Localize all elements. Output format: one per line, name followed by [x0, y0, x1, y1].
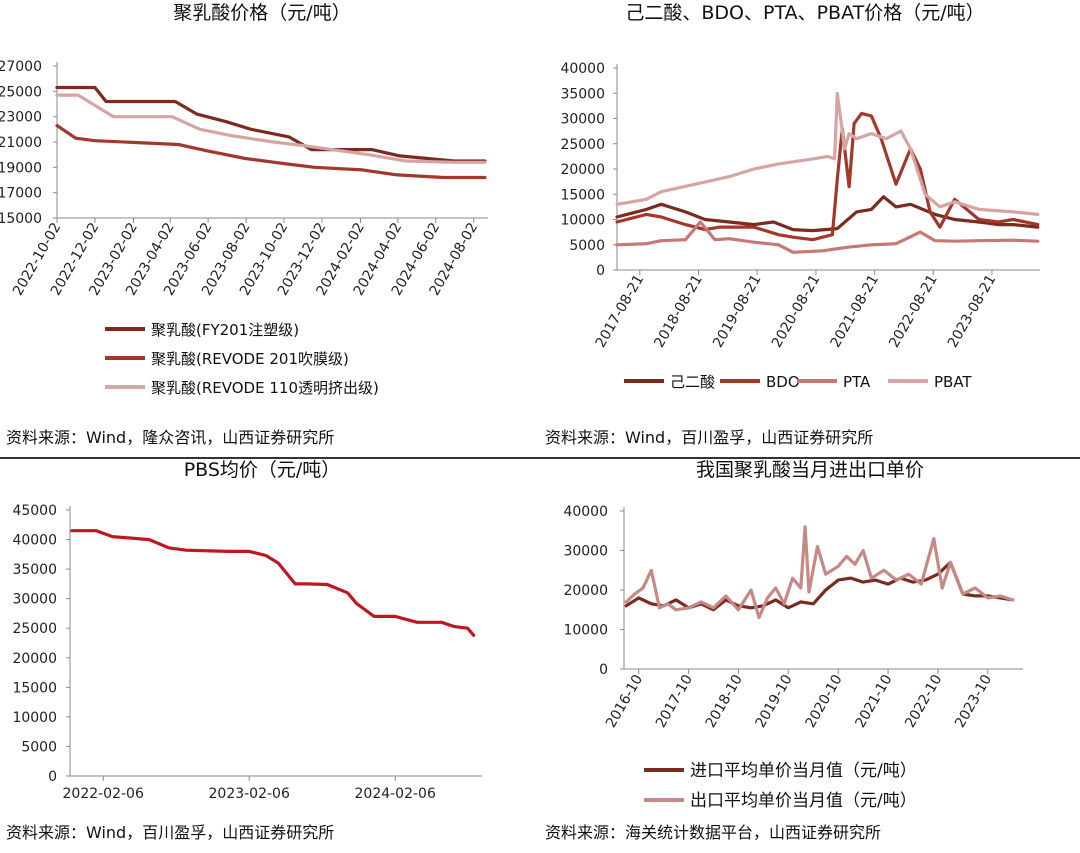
y-tick-label: 30000: [563, 544, 608, 560]
source-note: 资料来源：海关统计数据平台，山西证券研究所: [545, 823, 881, 842]
x-tick-label: 2022-08-21: [886, 272, 941, 350]
legend-label: 聚乳酸(REVODE 201吹膜级): [151, 350, 349, 368]
x-tick-label: 2024-02-06: [355, 786, 436, 802]
y-tick-label: 25000: [12, 621, 57, 637]
chart-legend: 进口平均单价当月值（元/吨） 出口平均单价当月值（元/吨）: [644, 761, 917, 811]
x-tick-label: 2021-08-21: [828, 272, 883, 350]
series-line-3: [615, 220, 1040, 254]
legend-label: 聚乳酸(REVODE 110透明挤出级): [151, 379, 379, 397]
y-tick-label: 0: [596, 263, 605, 279]
series-line-1: [70, 529, 476, 637]
chart-panel-2: 己二酸、BDO、PTA、PBAT价格（元/吨） 0 5000 10000 15000 20…: [545, 2, 1040, 447]
y-tick-label: 30000: [560, 112, 605, 128]
y-tick-label: 35000: [12, 562, 57, 578]
x-tick-label: 2019-08-21: [710, 272, 765, 350]
x-tick-label: 2022-10: [902, 672, 945, 731]
y-tick-label: 40000: [12, 533, 57, 549]
y-tick-label: 10000: [560, 213, 605, 229]
y-tick-label: 5000: [569, 238, 605, 254]
x-tick-label: 2019-10: [753, 672, 796, 731]
y-tick-label: 10000: [563, 623, 608, 639]
x-tick-label: 2020-10: [803, 672, 846, 731]
panel-divider: [0, 457, 1080, 459]
y-tick-label: 15000: [0, 211, 42, 227]
y-tick-label: 20000: [563, 583, 608, 599]
series-line-1: [615, 195, 1040, 233]
y-tick-label: 20000: [560, 162, 605, 178]
series-line-2: [615, 111, 1040, 242]
legend-label: 聚乳酸(FY201注塑级): [151, 321, 299, 339]
series-line-3: [55, 93, 487, 164]
x-tick-label: 2016-10: [603, 672, 646, 731]
x-tick-label: 2021-10: [852, 672, 895, 731]
y-tick-label: 5000: [21, 739, 57, 755]
legend-label: 己二酸: [670, 373, 715, 391]
y-tick-label: 0: [48, 769, 57, 785]
x-tick-label: 2017-08-21: [593, 272, 648, 350]
chart-panel-1: 聚乳酸价格（元/吨） 15000 17000 19000 21000 23000 25000…: [0, 2, 488, 447]
y-tick-label: 10000: [12, 710, 57, 726]
x-tick-label: 2017-10: [653, 672, 696, 731]
chart-title: 我国聚乳酸当月进出口单价: [696, 459, 924, 481]
source-note: 资料来源：Wind，百川盈孚，山西证券研究所: [545, 428, 873, 447]
chart-title: PBS均价（元/吨）: [184, 459, 341, 481]
y-tick-label: 21000: [0, 135, 42, 151]
chart-legend: 己二酸 BDO PTA PBAT: [624, 373, 972, 391]
chart-title: 聚乳酸价格（元/吨）: [173, 2, 350, 24]
y-tick-label: 35000: [560, 86, 605, 102]
chart-title: 己二酸、BDO、PTA、PBAT价格（元/吨）: [625, 2, 984, 24]
x-tick-label: 2023-02-06: [209, 786, 290, 802]
legend-label: PBAT: [934, 373, 972, 391]
x-tick-label: 2020-08-21: [769, 272, 824, 350]
y-tick-label: 27000: [0, 59, 42, 75]
chart-legend: 聚乳酸(FY201注塑级) 聚乳酸(REVODE 201吹膜级) 聚乳酸(REVOD…: [105, 321, 379, 397]
legend-label: BDO: [766, 373, 800, 391]
y-tick-label: 20000: [12, 651, 57, 667]
legend-label: PTA: [843, 373, 871, 391]
x-tick-label: 2022-02-06: [63, 786, 144, 802]
x-tick-label: 2018-08-21: [651, 272, 706, 350]
y-tick-label: 30000: [12, 592, 57, 608]
series-line-2: [55, 123, 487, 180]
y-tick-label: 40000: [560, 61, 605, 77]
y-tick-label: 23000: [0, 110, 42, 126]
y-tick-label: 0: [599, 662, 608, 678]
y-tick-label: 40000: [563, 504, 608, 520]
source-note: 资料来源：Wind，隆众咨讯，山西证券研究所: [6, 428, 334, 447]
x-tick-label: 2018-10: [703, 672, 746, 731]
y-tick-label: 25000: [0, 84, 42, 100]
series-line-4: [615, 91, 1040, 216]
y-tick-label: 17000: [0, 186, 42, 202]
legend-label: 出口平均单价当月值（元/吨）: [690, 791, 917, 811]
series-line-2: [624, 525, 1015, 620]
chart-panel-3: PBS均价（元/吨） 0 5000 10000 15000 20000 25000 30000…: [6, 459, 482, 842]
chart-panel-4: 我国聚乳酸当月进出口单价 0 10000 20000 30000 40000 2016-10…: [545, 459, 1023, 842]
y-tick-label: 15000: [560, 187, 605, 203]
legend-label: 进口平均单价当月值（元/吨）: [690, 761, 917, 781]
y-tick-label: 25000: [560, 137, 605, 153]
y-tick-label: 19000: [0, 160, 42, 176]
series-line-1: [55, 85, 487, 163]
x-tick-label: 2023-08-21: [945, 272, 1000, 350]
x-tick-label: 2023-10: [952, 672, 995, 731]
y-tick-label: 15000: [12, 680, 57, 696]
y-tick-label: 45000: [12, 503, 57, 519]
source-note: 资料来源：Wind，百川盈孚，山西证券研究所: [6, 823, 334, 842]
